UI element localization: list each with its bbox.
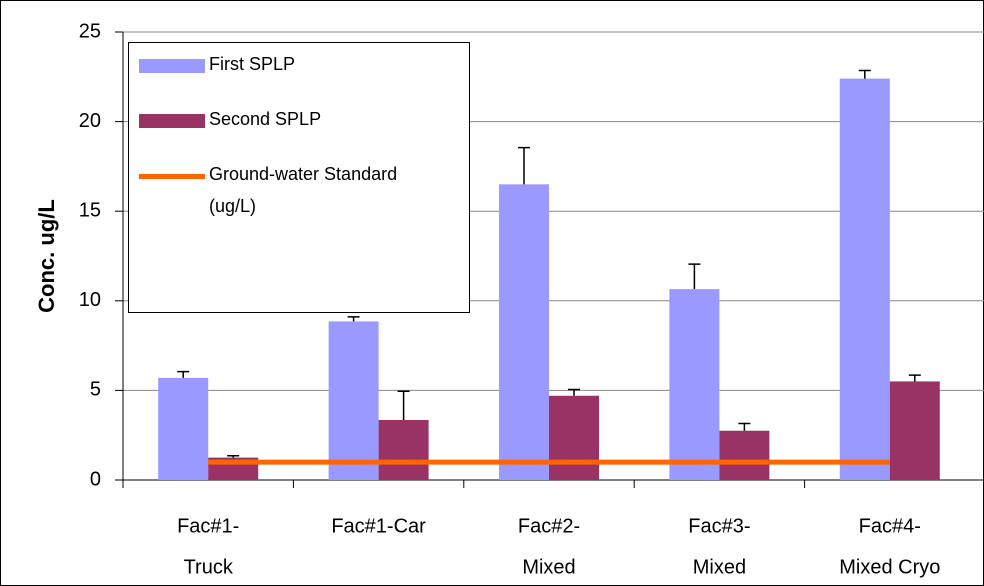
y-tick-label: 15 xyxy=(79,199,101,221)
error-bar xyxy=(227,455,240,458)
x-tick-label: Truck xyxy=(184,556,234,578)
legend-label: Ground-water Standard (ug/L) xyxy=(209,164,398,216)
legend-entry: First SPLP xyxy=(139,54,469,80)
error-bar xyxy=(347,316,360,322)
x-tick-label: Mixed xyxy=(693,556,746,578)
error-bar xyxy=(688,263,701,290)
y-axis-label: Conc. ug/L xyxy=(34,199,59,313)
y-tick-label: 0 xyxy=(90,468,101,490)
y-tick-label: 10 xyxy=(79,289,101,311)
legend-label: Second SPLP xyxy=(209,109,322,129)
bar xyxy=(158,377,209,480)
x-tick-label: Mixed Cryo xyxy=(839,556,940,578)
bar xyxy=(669,289,720,480)
legend-label: First SPLP xyxy=(209,54,296,74)
bar xyxy=(549,395,599,480)
legend-swatch xyxy=(139,59,205,73)
x-tick-label: Fac#1- xyxy=(177,515,239,537)
legend-entry: Second SPLP xyxy=(139,109,469,135)
legend-swatch xyxy=(139,114,205,128)
error-bar xyxy=(568,388,580,396)
x-tick-label: Fac#1-Car xyxy=(331,515,426,537)
error-bar xyxy=(397,390,410,420)
legend-entry: Ground-water Standard (ug/L) xyxy=(139,164,449,222)
error-bar xyxy=(858,69,871,79)
bar xyxy=(328,321,379,480)
bar xyxy=(719,430,770,480)
x-tick-label: Fac#2- xyxy=(518,515,580,537)
legend: First SPLP Second SPLP Ground-water Standa… xyxy=(128,42,470,313)
bar xyxy=(378,419,429,480)
error-bar xyxy=(518,146,530,185)
x-tick-label: Fac#4- xyxy=(859,515,921,537)
y-tick-label: 20 xyxy=(79,110,101,132)
x-tick-label: Mixed xyxy=(522,556,575,578)
y-tick-label: 25 xyxy=(79,20,101,42)
x-tick-label: Fac#3- xyxy=(688,515,750,537)
error-bar xyxy=(177,370,190,378)
error-bar xyxy=(908,374,921,382)
y-tick-label: 5 xyxy=(90,379,101,401)
bar xyxy=(889,381,940,480)
bar xyxy=(839,78,890,480)
bar xyxy=(499,184,549,480)
error-bar xyxy=(738,422,751,431)
legend-swatch xyxy=(139,174,205,179)
